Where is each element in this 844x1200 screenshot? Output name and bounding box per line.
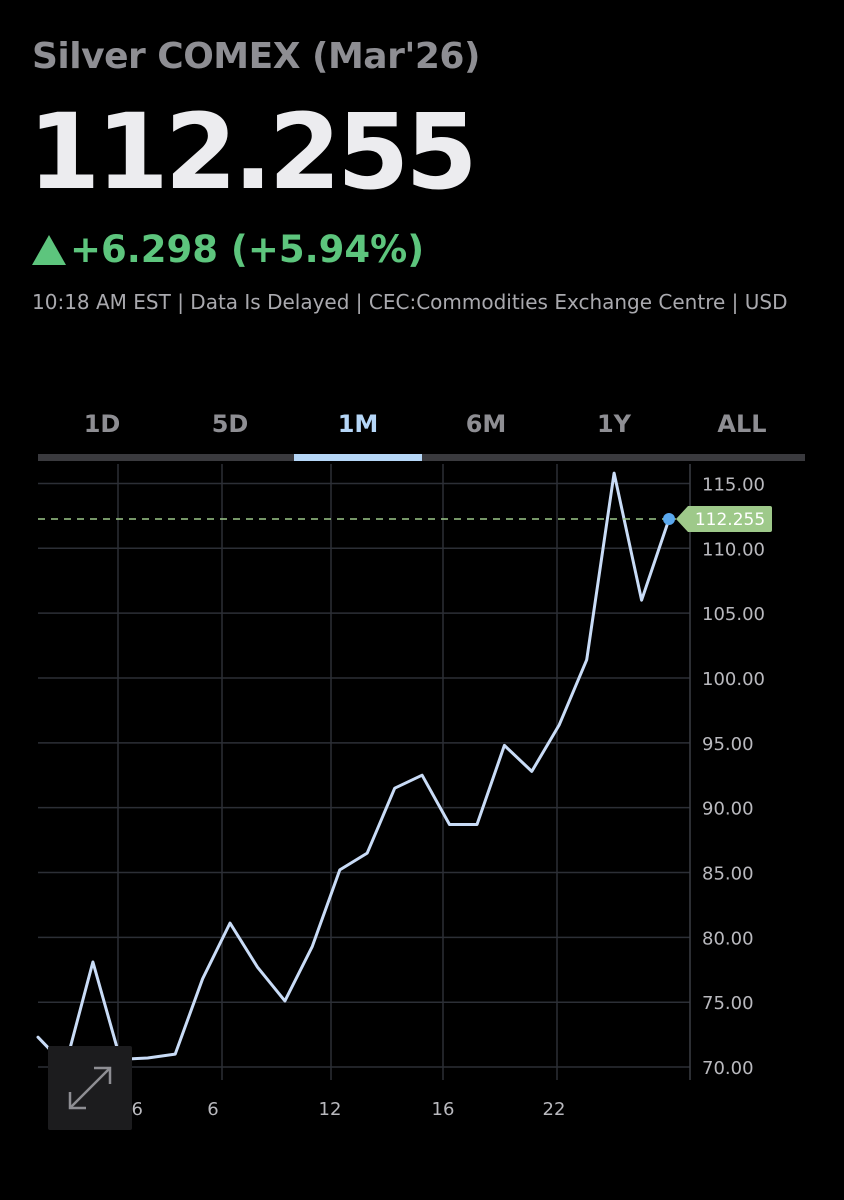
price-line (36, 471, 671, 1068)
y-tick-label: 95.00 (702, 734, 754, 755)
y-tick-label: 110.00 (702, 539, 765, 560)
last-price-tag-label: 112.255 (695, 510, 765, 530)
x-tick-label: 16 (432, 1099, 455, 1120)
y-tick-label: 90.00 (702, 799, 754, 820)
up-triangle-icon (32, 234, 66, 265)
x-tick-label: 22 (543, 1099, 566, 1120)
active-tab-indicator (294, 454, 422, 461)
y-tick-label: 85.00 (702, 864, 754, 885)
tab-1m[interactable]: 1M (337, 410, 379, 438)
last-price: 112.255 (28, 91, 478, 213)
x-tick-label: 6 (207, 1099, 218, 1120)
last-price-tag (676, 506, 772, 533)
y-tick-label: 75.00 (702, 993, 754, 1014)
expand-arrows-icon (68, 1066, 112, 1110)
y-tick-label: 105.00 (702, 604, 765, 625)
price-chart[interactable]: 70.00 75.00 80.00 85.00 90.00 95.00 100.00 105.… (0, 460, 844, 1120)
quote-meta: 10:18 AM EST | Data Is Delayed | CEC:Com… (32, 290, 788, 314)
price-change-value: +6.298 (+5.94%) (70, 228, 425, 271)
tab-5d[interactable]: 5D (211, 410, 249, 438)
y-tick-label: 100.00 (702, 669, 765, 690)
tab-1y[interactable]: 1Y (596, 410, 632, 438)
price-change: +6.298 (+5.94%) (32, 228, 424, 271)
timeframe-tabs: 1D 5D 1M 6M 1Y ALL (38, 410, 805, 462)
y-tick-label: 70.00 (702, 1058, 754, 1079)
tab-all[interactable]: ALL (717, 410, 767, 438)
expand-button[interactable] (48, 1046, 132, 1130)
tab-track (38, 454, 805, 461)
y-tick-label: 80.00 (702, 928, 754, 949)
tab-6m[interactable]: 6M (465, 410, 507, 438)
x-tick-label: 12 (319, 1099, 342, 1120)
tab-1d[interactable]: 1D (83, 410, 121, 438)
last-price-marker (663, 513, 675, 526)
instrument-title: Silver COMEX (Mar'26) (32, 36, 480, 77)
y-tick-label: 115.00 (702, 474, 765, 495)
